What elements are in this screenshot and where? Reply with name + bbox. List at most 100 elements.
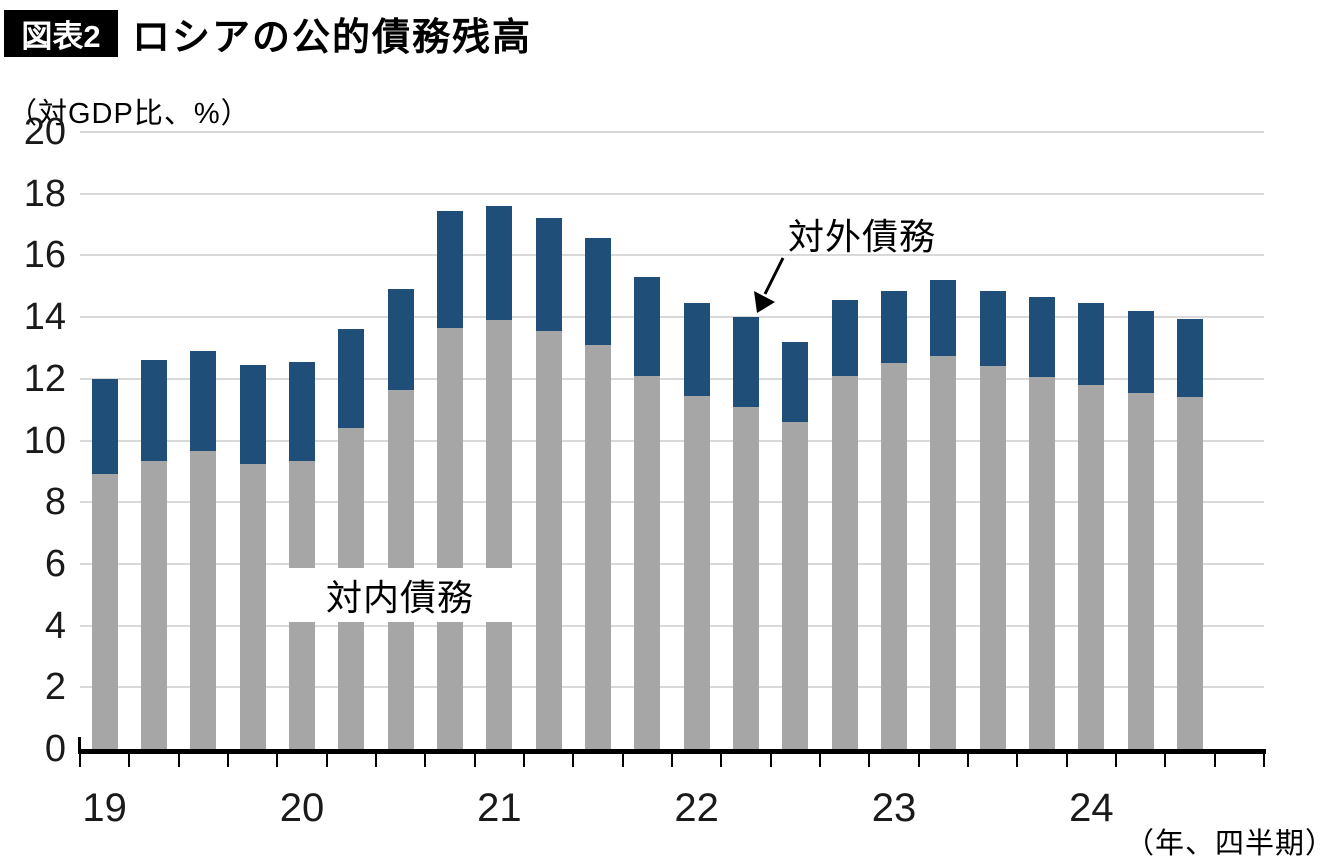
y-tick-label: 0 <box>44 728 66 770</box>
bar-segment-external <box>1177 318 1203 398</box>
x-year-label: 23 <box>871 786 917 830</box>
bar-segment-external <box>1029 297 1055 378</box>
gridline <box>80 562 1264 565</box>
bar-segment-external <box>831 300 858 376</box>
x-tick <box>1263 754 1265 767</box>
bar-segment-internal <box>1177 397 1203 749</box>
bar-segment-external <box>535 218 562 331</box>
x-tick <box>769 754 772 767</box>
figure-number-text: 図表2 <box>21 19 101 54</box>
bar-segment-internal <box>535 330 562 749</box>
bar-segment-internal <box>141 460 167 749</box>
y-tick-label: 6 <box>44 542 66 585</box>
y-tick-label: 20 <box>23 111 66 153</box>
figure-number-badge: 図表2 <box>4 10 118 57</box>
x-tick <box>276 754 279 767</box>
x-year-label: 21 <box>477 786 522 830</box>
bar-segment-internal <box>881 363 907 749</box>
bar-segment-internal <box>239 463 266 749</box>
x-tick <box>621 754 624 767</box>
x-tick <box>1164 754 1167 767</box>
bar-segment-external <box>683 303 710 396</box>
bar-segment-external <box>239 364 266 464</box>
bar-segment-internal <box>979 366 1006 749</box>
bar-segment-internal <box>1029 377 1055 749</box>
bar-segment-internal <box>585 344 611 749</box>
x-tick <box>424 754 427 767</box>
external-debt-label: 対外債務 <box>788 216 937 257</box>
bar-segment-external <box>437 210 463 328</box>
bar-segment-internal <box>782 421 809 749</box>
bar-segment-external <box>585 238 611 345</box>
gridline <box>80 377 1264 380</box>
gridline <box>80 131 1264 133</box>
bar-segment-internal <box>634 375 661 749</box>
gridline <box>80 624 1264 627</box>
gridline <box>80 316 1264 319</box>
gridline <box>80 686 1264 689</box>
bar-segment-external <box>1078 303 1105 385</box>
x-axis-note: （年、四半期） <box>1124 828 1335 860</box>
x-year-label: 24 <box>1069 786 1114 830</box>
x-tick <box>523 754 525 767</box>
bar-segment-internal <box>190 451 217 749</box>
bar-segment-internal <box>733 406 759 749</box>
y-tick-label: 4 <box>44 604 66 647</box>
bar-segment-external <box>733 317 759 407</box>
gridline <box>80 192 1264 195</box>
x-tick <box>671 754 673 767</box>
bar-segment-external <box>930 280 957 356</box>
bar-segment-external <box>387 289 414 390</box>
bar-segment-internal <box>486 320 513 749</box>
x-axis-line <box>78 749 1266 754</box>
bar-segment-external <box>190 351 217 452</box>
y-tick-label: 18 <box>23 172 66 215</box>
x-year-label: 20 <box>279 786 325 830</box>
bar-segment-external <box>141 360 167 461</box>
bar-segment-external <box>338 329 365 429</box>
bar-segment-internal <box>930 355 957 749</box>
bar-segment-external <box>782 341 809 422</box>
bar-segment-internal <box>831 375 858 749</box>
internal-debt-label-text: 対内債務 <box>325 577 474 618</box>
x-tick <box>868 754 871 767</box>
bar-segment-internal <box>1127 392 1154 749</box>
x-year-label: 19 <box>82 786 127 830</box>
y-tick-label: 14 <box>23 296 66 339</box>
gridline <box>80 501 1264 504</box>
x-year-label: 22 <box>674 786 719 830</box>
bar-segment-external <box>289 361 315 461</box>
x-tick <box>967 754 969 767</box>
x-tick <box>325 754 328 767</box>
internal-debt-label: 対内債務 <box>272 568 528 622</box>
x-tick <box>1115 754 1117 767</box>
x-tick <box>1016 754 1019 767</box>
bar-segment-external <box>486 206 513 321</box>
x-tick <box>128 754 131 767</box>
bar-segment-external <box>979 290 1006 367</box>
y-tick-label: 8 <box>44 481 66 524</box>
x-tick <box>1065 754 1068 767</box>
bar-segment-external <box>91 378 118 475</box>
x-tick <box>375 754 377 767</box>
x-tick <box>1213 754 1216 767</box>
bar-segment-external <box>1127 310 1154 393</box>
x-tick <box>917 754 920 767</box>
figure-title: ロシアの公的債務残高 <box>132 17 533 59</box>
x-tick <box>177 754 180 767</box>
y-axis-unit-label: （対GDP比、%） <box>8 98 251 130</box>
x-tick <box>79 754 81 767</box>
x-axis-origin-tick <box>78 737 81 749</box>
bar-segment-external <box>634 276 661 376</box>
y-tick-label: 10 <box>23 419 66 462</box>
y-tick-label: 12 <box>23 357 66 400</box>
x-tick <box>473 754 476 767</box>
bar-segment-internal <box>91 474 118 749</box>
y-tick-label: 2 <box>44 666 66 709</box>
bar-segment-internal <box>437 327 463 749</box>
bar-segment-internal <box>1078 384 1105 749</box>
bar-segment-external <box>881 290 907 364</box>
x-tick <box>720 754 723 767</box>
